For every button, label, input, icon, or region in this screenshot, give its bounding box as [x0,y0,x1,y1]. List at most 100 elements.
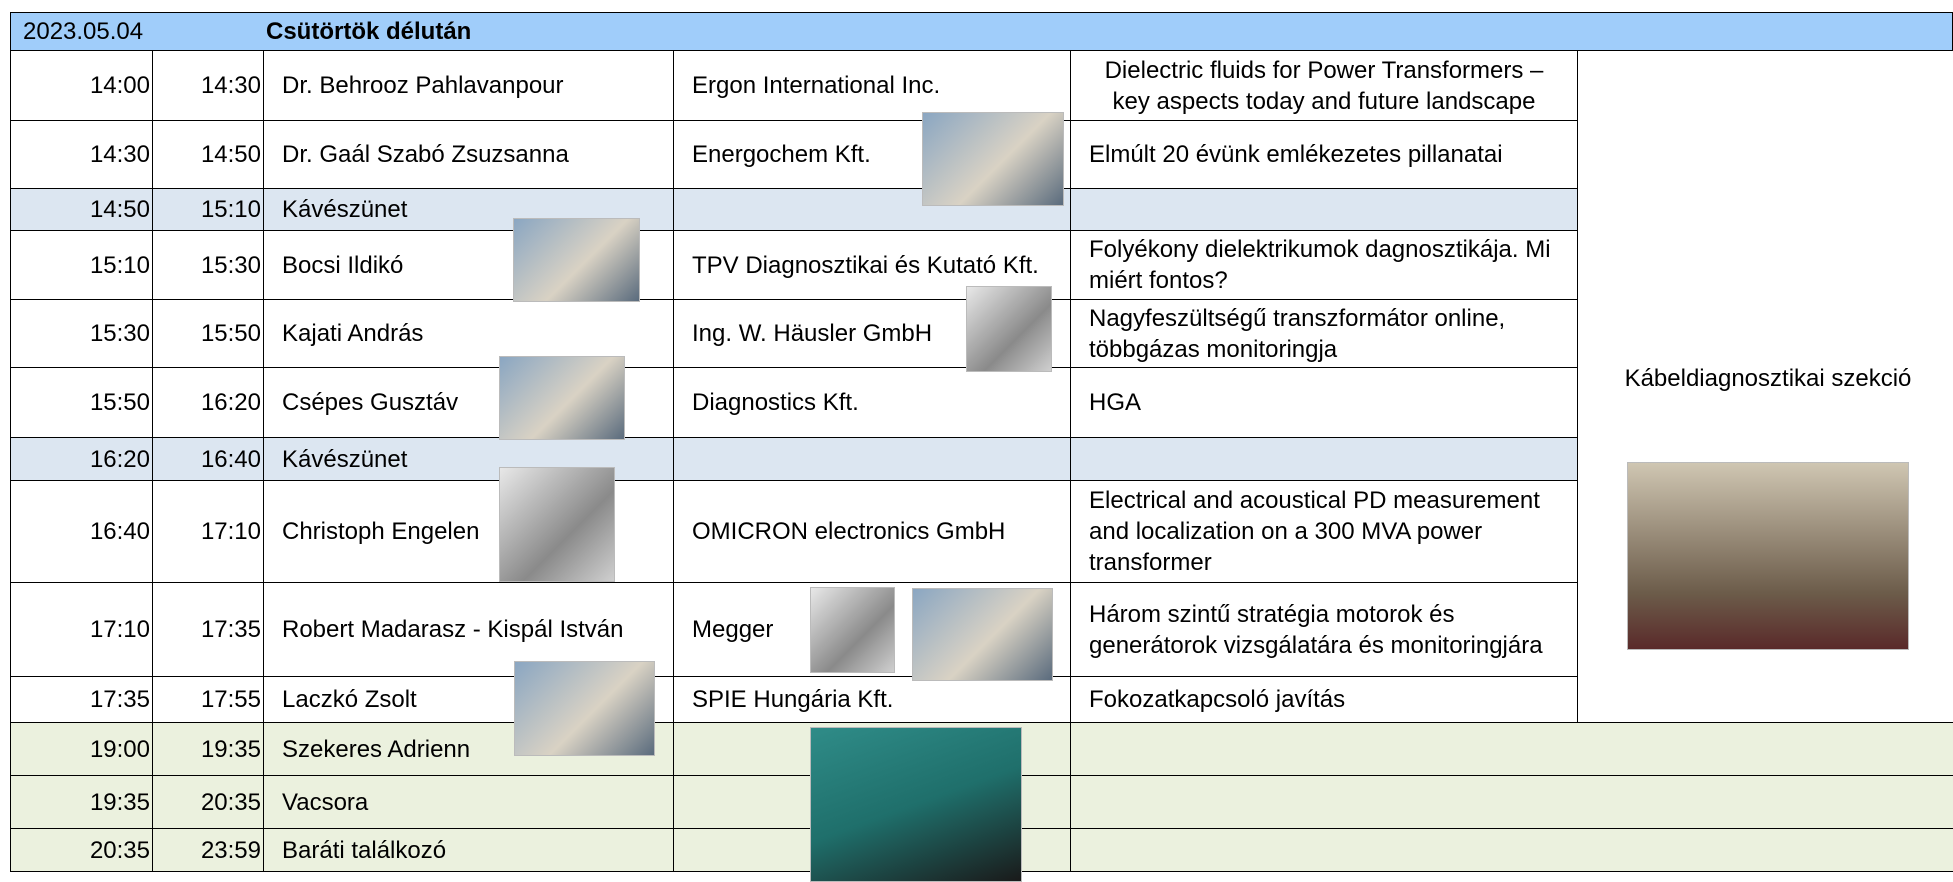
end-time: 17:35 [152,582,264,677]
photo [810,587,895,673]
photo [499,356,625,440]
start-time: 19:35 [10,775,153,829]
start-time-text: 14:00 [89,72,150,99]
photo [513,218,640,302]
start-time-text: 17:35 [89,686,150,713]
end-time-text: 19:35 [200,735,261,763]
end-time-text: 17:55 [200,686,261,713]
end-time-text: 14:30 [200,72,261,99]
company-text: OMICRON electronics GmbH [692,518,1006,545]
company-text: Diagnostics Kft. [692,389,859,416]
start-time: 14:00 [10,50,153,121]
header-date: 2023.05.04 [23,18,144,45]
photo [1627,462,1909,650]
end-time-text: 16:20 [200,389,261,416]
start-time: 19:00 [10,722,153,776]
company: Ing. W. Häusler GmbH [673,299,1071,368]
end-time: 16:40 [152,437,264,481]
talk-title-text: Három szintű stratégia motorok és generá… [1089,600,1543,659]
speaker-text: Christoph Engelen [282,518,480,545]
talk-title: Elmúlt 20 évünk emlékezetes pillanatai [1070,120,1578,189]
talk-title: Dielectric fluids for Power Transformers… [1070,50,1578,121]
end-time: 20:35 [152,775,264,829]
talk-title-text: Fokozatkapcsoló javítás [1089,686,1346,713]
speaker-text: Laczkó Zsolt [282,686,417,713]
start-time: 17:10 [10,582,153,677]
talk-title: Három szintű stratégia motorok és generá… [1070,582,1578,677]
evening-empty [1070,722,1953,776]
speaker-text: Kávészünet [282,445,408,473]
header-title: Csütörtök délután [266,18,472,45]
end-time-text: 20:35 [200,788,261,816]
end-time: 23:59 [152,828,264,872]
side-section-text: Kábeldiagnosztikai szekció [1624,365,1912,392]
end-time: 15:10 [152,188,264,231]
photo [966,286,1052,372]
end-time-text: 15:50 [200,320,261,347]
start-time: 16:20 [10,437,153,481]
end-time: 17:10 [152,480,264,583]
start-time-text: 17:10 [89,616,150,643]
speaker: Vacsora [263,775,674,829]
start-time-text: 16:20 [89,445,150,473]
header-row: 2023.05.04 Csütörtök délután [10,12,1953,51]
start-time-text: 15:30 [89,320,150,347]
speaker-text: Kávészünet [282,196,408,223]
company-text: Energochem Kft. [692,141,871,168]
speaker: Dr. Behrooz Pahlavanpour [263,50,674,121]
talk-title: Folyékony dielektrikumok dagnosztikája. … [1070,230,1578,300]
start-time: 14:50 [10,188,153,231]
start-time-text: 15:10 [89,251,150,279]
speaker: Dr. Gaál Szabó Zsuzsanna [263,120,674,189]
speaker: Csépes Gusztáv [263,367,674,438]
company-text: TPV Diagnosztikai és Kutató Kft. [692,251,1039,279]
end-time: 14:30 [152,50,264,121]
speaker-text: Bocsi Ildikó [282,251,404,279]
company-text: Megger [692,616,774,643]
speaker-text: Szekeres Adrienn [282,735,471,763]
end-time: 17:55 [152,676,264,723]
talk-title-text: HGA [1089,389,1142,416]
speaker-text: Csépes Gusztáv [282,389,459,416]
end-time-text: 23:59 [200,836,261,864]
talk-title: Fokozatkapcsoló javítás [1070,676,1578,723]
end-time: 16:20 [152,367,264,438]
start-time-text: 19:35 [89,788,150,816]
company-text: SPIE Hungária Kft. [692,686,894,713]
company-text: Ing. W. Häusler GmbH [692,320,933,347]
talk-title [1070,188,1578,231]
start-time-text: 14:30 [89,141,150,168]
end-time: 19:35 [152,722,264,776]
talk-title-text: Electrical and acoustical PD measurement… [1089,487,1540,576]
talk-title-text: Nagyfeszültségű transzformátor online, t… [1089,304,1506,363]
speaker-text: Dr. Behrooz Pahlavanpour [282,72,564,99]
talk-title-text: Dielectric fluids for Power Transformers… [1104,56,1544,115]
evening-empty [1070,828,1953,872]
company-text: Ergon International Inc. [692,72,941,99]
start-time: 15:30 [10,299,153,368]
start-time: 14:30 [10,120,153,189]
speaker-text: Kajati András [282,320,424,347]
end-time-text: 17:10 [200,518,261,545]
photo [922,112,1064,206]
photo [912,588,1053,681]
talk-title [1070,437,1578,481]
end-time: 15:50 [152,299,264,368]
company [673,437,1071,481]
speaker-text: Dr. Gaál Szabó Zsuzsanna [282,141,569,168]
side-section: Kábeldiagnosztikai szekció [1577,50,1953,723]
company: Diagnostics Kft. [673,367,1071,438]
speaker: Kajati András [263,299,674,368]
speaker: Robert Madarasz - Kispál István [263,582,674,677]
speaker-text: Robert Madarasz - Kispál István [282,616,624,643]
start-time: 17:35 [10,676,153,723]
talk-title-text: Folyékony dielektrikumok dagnosztikája. … [1089,236,1551,294]
end-time-text: 15:30 [200,251,261,279]
speaker-text: Baráti találkozó [282,836,447,864]
speaker-text: Vacsora [282,788,369,816]
evening-empty [1070,775,1953,829]
photo [810,727,1022,882]
start-time-text: 14:50 [89,196,150,223]
company: Ergon International Inc. [673,50,1071,121]
